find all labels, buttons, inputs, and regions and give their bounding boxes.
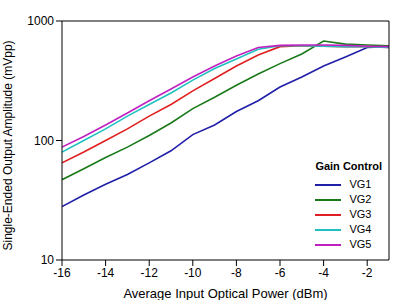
html-text:VG2: VG2 — [349, 193, 372, 205]
svg-text:1000: 1000 — [27, 14, 54, 28]
svg-text:-16: -16 — [53, 266, 71, 280]
svg-text:Single-Ended Output Amplitude: Single-Ended Output Amplitude (mVpp) — [8, 40, 15, 250]
html-text:Gain Control: Gain Control — [315, 160, 382, 172]
svg-text:-6: -6 — [275, 266, 286, 280]
svg-text:-10: -10 — [184, 266, 202, 280]
svg-text:-2: -2 — [362, 266, 373, 280]
svg-text:-8: -8 — [231, 266, 242, 280]
html-text:VG5: VG5 — [349, 238, 372, 250]
html-text:VG3: VG3 — [349, 208, 372, 220]
svg-text:-4: -4 — [318, 266, 329, 280]
svg-text:100: 100 — [34, 134, 54, 148]
svg-text:10: 10 — [41, 253, 55, 267]
svg-text:Average Input Optical Power (d: Average Input Optical Power (dBm) — [123, 286, 327, 300]
svg-text:-12: -12 — [141, 266, 159, 280]
svg-text:-14: -14 — [97, 266, 115, 280]
html-text:VG4: VG4 — [349, 223, 372, 235]
html-text:VG1: VG1 — [349, 178, 372, 190]
